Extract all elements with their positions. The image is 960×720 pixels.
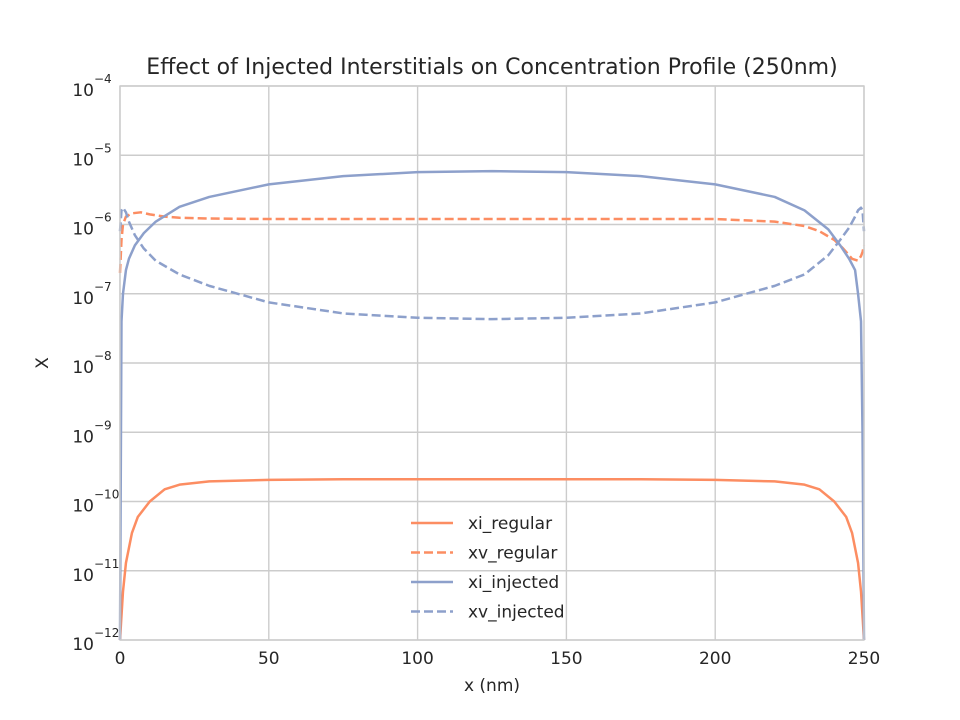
x-tick-label: 250	[848, 649, 880, 669]
series-line-xv-regular	[118, 211, 866, 273]
y-tick-label: 10	[72, 358, 94, 378]
series-line-xi-injected	[118, 169, 866, 641]
y-tick-exponent: −7	[94, 280, 112, 294]
y-tick-label: 10	[72, 497, 94, 517]
chart-title: Effect of Injected Interstitials on Conc…	[146, 55, 837, 80]
y-tick-label: 10	[72, 289, 94, 309]
y-tick-label: 10	[72, 81, 94, 101]
y-tick-label: 10	[72, 220, 94, 240]
y-tick-label: 10	[72, 566, 94, 586]
legend: xi_regular xv_regular xi_injected xv_inject…	[411, 514, 565, 623]
y-tick-label: 10	[72, 635, 94, 655]
series-line-xi-regular	[118, 477, 866, 641]
series-line-xv-injected	[118, 206, 866, 321]
legend-label-xi-injected: xi_injected	[468, 573, 559, 593]
x-tick-label: 0	[115, 649, 126, 669]
y-tick-exponent: −6	[94, 211, 112, 225]
y-tick-label: 10	[72, 427, 94, 447]
y-tick-exponent: −4	[94, 72, 112, 86]
y-tick-exponent: −9	[94, 418, 112, 432]
plot-frame	[119, 85, 865, 641]
y-tick-exponent: −5	[94, 141, 112, 155]
x-axis-label: x (nm)	[464, 676, 520, 696]
legend-label-xv-regular: xv_regular	[468, 544, 557, 564]
y-tick-exponent: −8	[94, 349, 112, 363]
y-tick-exponent: −11	[94, 557, 119, 571]
y-axis-label: X	[33, 357, 53, 369]
tick-labels: 0 50 100 150 200 25010−1210−1110−1010−910−810…	[72, 72, 880, 669]
legend-label-xi-regular: xi_regular	[468, 514, 552, 534]
y-tick-exponent: −10	[94, 488, 119, 502]
x-tick-label: 50	[258, 649, 280, 669]
legend-label-xv-injected: xv_injected	[468, 603, 565, 623]
plot-lines	[118, 169, 866, 641]
y-tick-exponent: −12	[94, 626, 119, 640]
x-tick-label: 150	[550, 649, 582, 669]
x-tick-label: 100	[401, 649, 433, 669]
y-tick-label: 10	[72, 150, 94, 170]
x-tick-label: 200	[699, 649, 731, 669]
